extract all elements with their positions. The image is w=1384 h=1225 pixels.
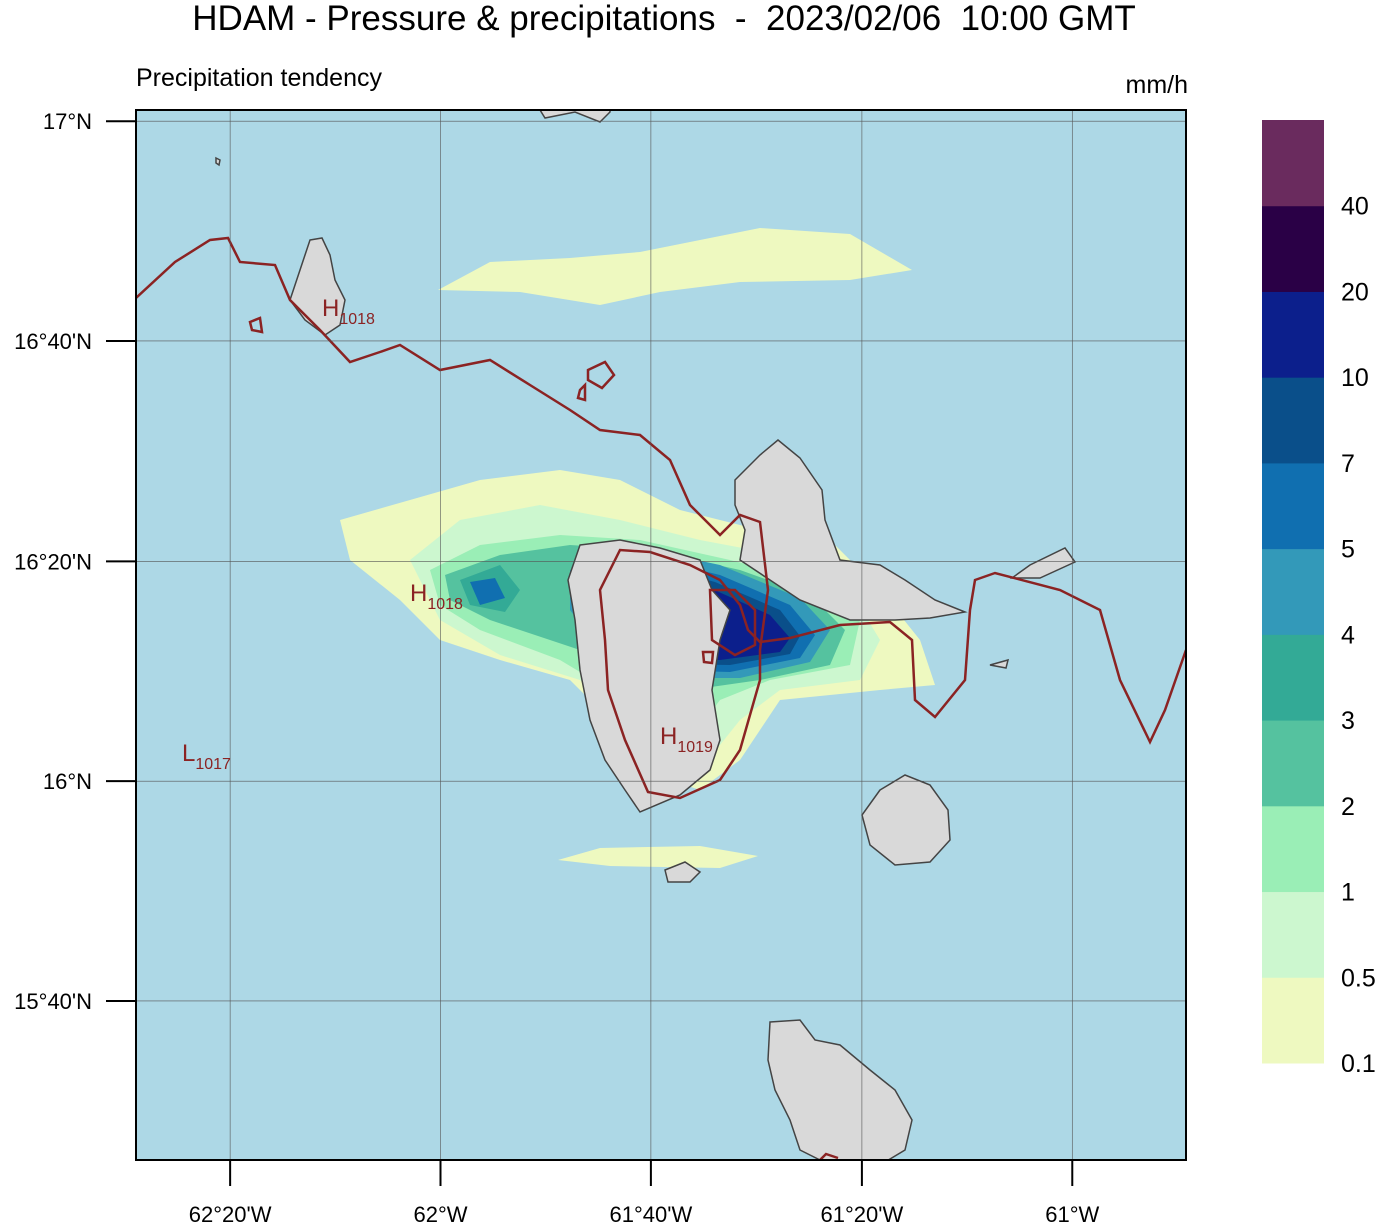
colorbar-label: 1 bbox=[1341, 879, 1355, 907]
lat-tick-label: 16°N bbox=[43, 769, 92, 794]
colorbar-label: 3 bbox=[1341, 707, 1355, 735]
colorbar: 0.1 0.5 1 2 3 4 5 7 10 20 40 bbox=[1262, 120, 1376, 1078]
colorbar-swatch bbox=[1262, 634, 1324, 721]
colorbar-swatch bbox=[1262, 805, 1324, 893]
pressure-value: 1017 bbox=[195, 756, 231, 773]
colorbar-swatch bbox=[1262, 548, 1324, 635]
colorbar-label: 20 bbox=[1341, 278, 1369, 306]
colorbar-label: 0.5 bbox=[1341, 964, 1376, 992]
colorbar-swatch bbox=[1262, 205, 1324, 292]
lat-tick-label: 15°40'N bbox=[14, 989, 92, 1014]
lat-tick-label: 16°20'N bbox=[14, 549, 92, 574]
pressure-value: 1019 bbox=[677, 739, 713, 756]
lon-tick-label: 62°20'W bbox=[189, 1202, 272, 1225]
pressure-letter: H bbox=[410, 580, 427, 607]
colorbar-label: 5 bbox=[1341, 536, 1355, 564]
colorbar-label: 4 bbox=[1341, 621, 1355, 649]
colorbar-label: 2 bbox=[1341, 793, 1355, 821]
graticule bbox=[136, 110, 1186, 1160]
pressure-letter: H bbox=[660, 723, 677, 750]
pressure-center: H1019 bbox=[660, 723, 713, 756]
colorbar-label: 0.1 bbox=[1341, 1050, 1376, 1078]
pressure-center: L1017 bbox=[182, 740, 231, 773]
pressure-center: H1018 bbox=[322, 295, 375, 328]
colorbar-swatch bbox=[1262, 120, 1324, 207]
colorbar-swatch bbox=[1262, 377, 1324, 464]
map-frame bbox=[135, 109, 1187, 1161]
lon-tick-label: 62°W bbox=[413, 1202, 467, 1225]
lat-tick-label: 17°N bbox=[43, 109, 92, 134]
pressure-value: 1018 bbox=[427, 596, 463, 613]
colorbar-swatch bbox=[1262, 462, 1324, 550]
axes: 62°20'W 62°W 61°40'W 61°20'W 61°W 17°N 16°40'N… bbox=[14, 109, 1099, 1225]
lon-tick-label: 61°40'W bbox=[610, 1202, 693, 1225]
colorbar-label: 40 bbox=[1341, 193, 1369, 221]
pressure-value: 1018 bbox=[339, 311, 375, 328]
map-area: H1018 H1018 H1019 L1017 bbox=[136, 110, 1186, 1160]
pressure-letter: L bbox=[182, 740, 195, 767]
colorbar-label: 10 bbox=[1341, 364, 1369, 392]
title: HDAM - Pressure & precipitations - 2023/… bbox=[192, 0, 1135, 38]
colorbar-swatch bbox=[1262, 977, 1324, 1064]
colorbar-swatch bbox=[1262, 291, 1324, 378]
colorbar-label: 7 bbox=[1341, 450, 1355, 478]
pressure-letter: H bbox=[322, 295, 339, 322]
colorbar-swatch bbox=[1262, 891, 1324, 978]
colorbar-swatch bbox=[1262, 720, 1324, 807]
land bbox=[215, 110, 1077, 1160]
unit: mm/h bbox=[1126, 71, 1189, 99]
subtitle: Precipitation tendency bbox=[136, 64, 382, 92]
lat-tick-label: 16°40'N bbox=[14, 329, 92, 354]
pressure-center: H1018 bbox=[410, 580, 463, 613]
lon-tick-label: 61°20'W bbox=[821, 1202, 904, 1225]
isobars bbox=[136, 236, 1186, 1160]
lon-tick-label: 61°W bbox=[1045, 1202, 1099, 1225]
